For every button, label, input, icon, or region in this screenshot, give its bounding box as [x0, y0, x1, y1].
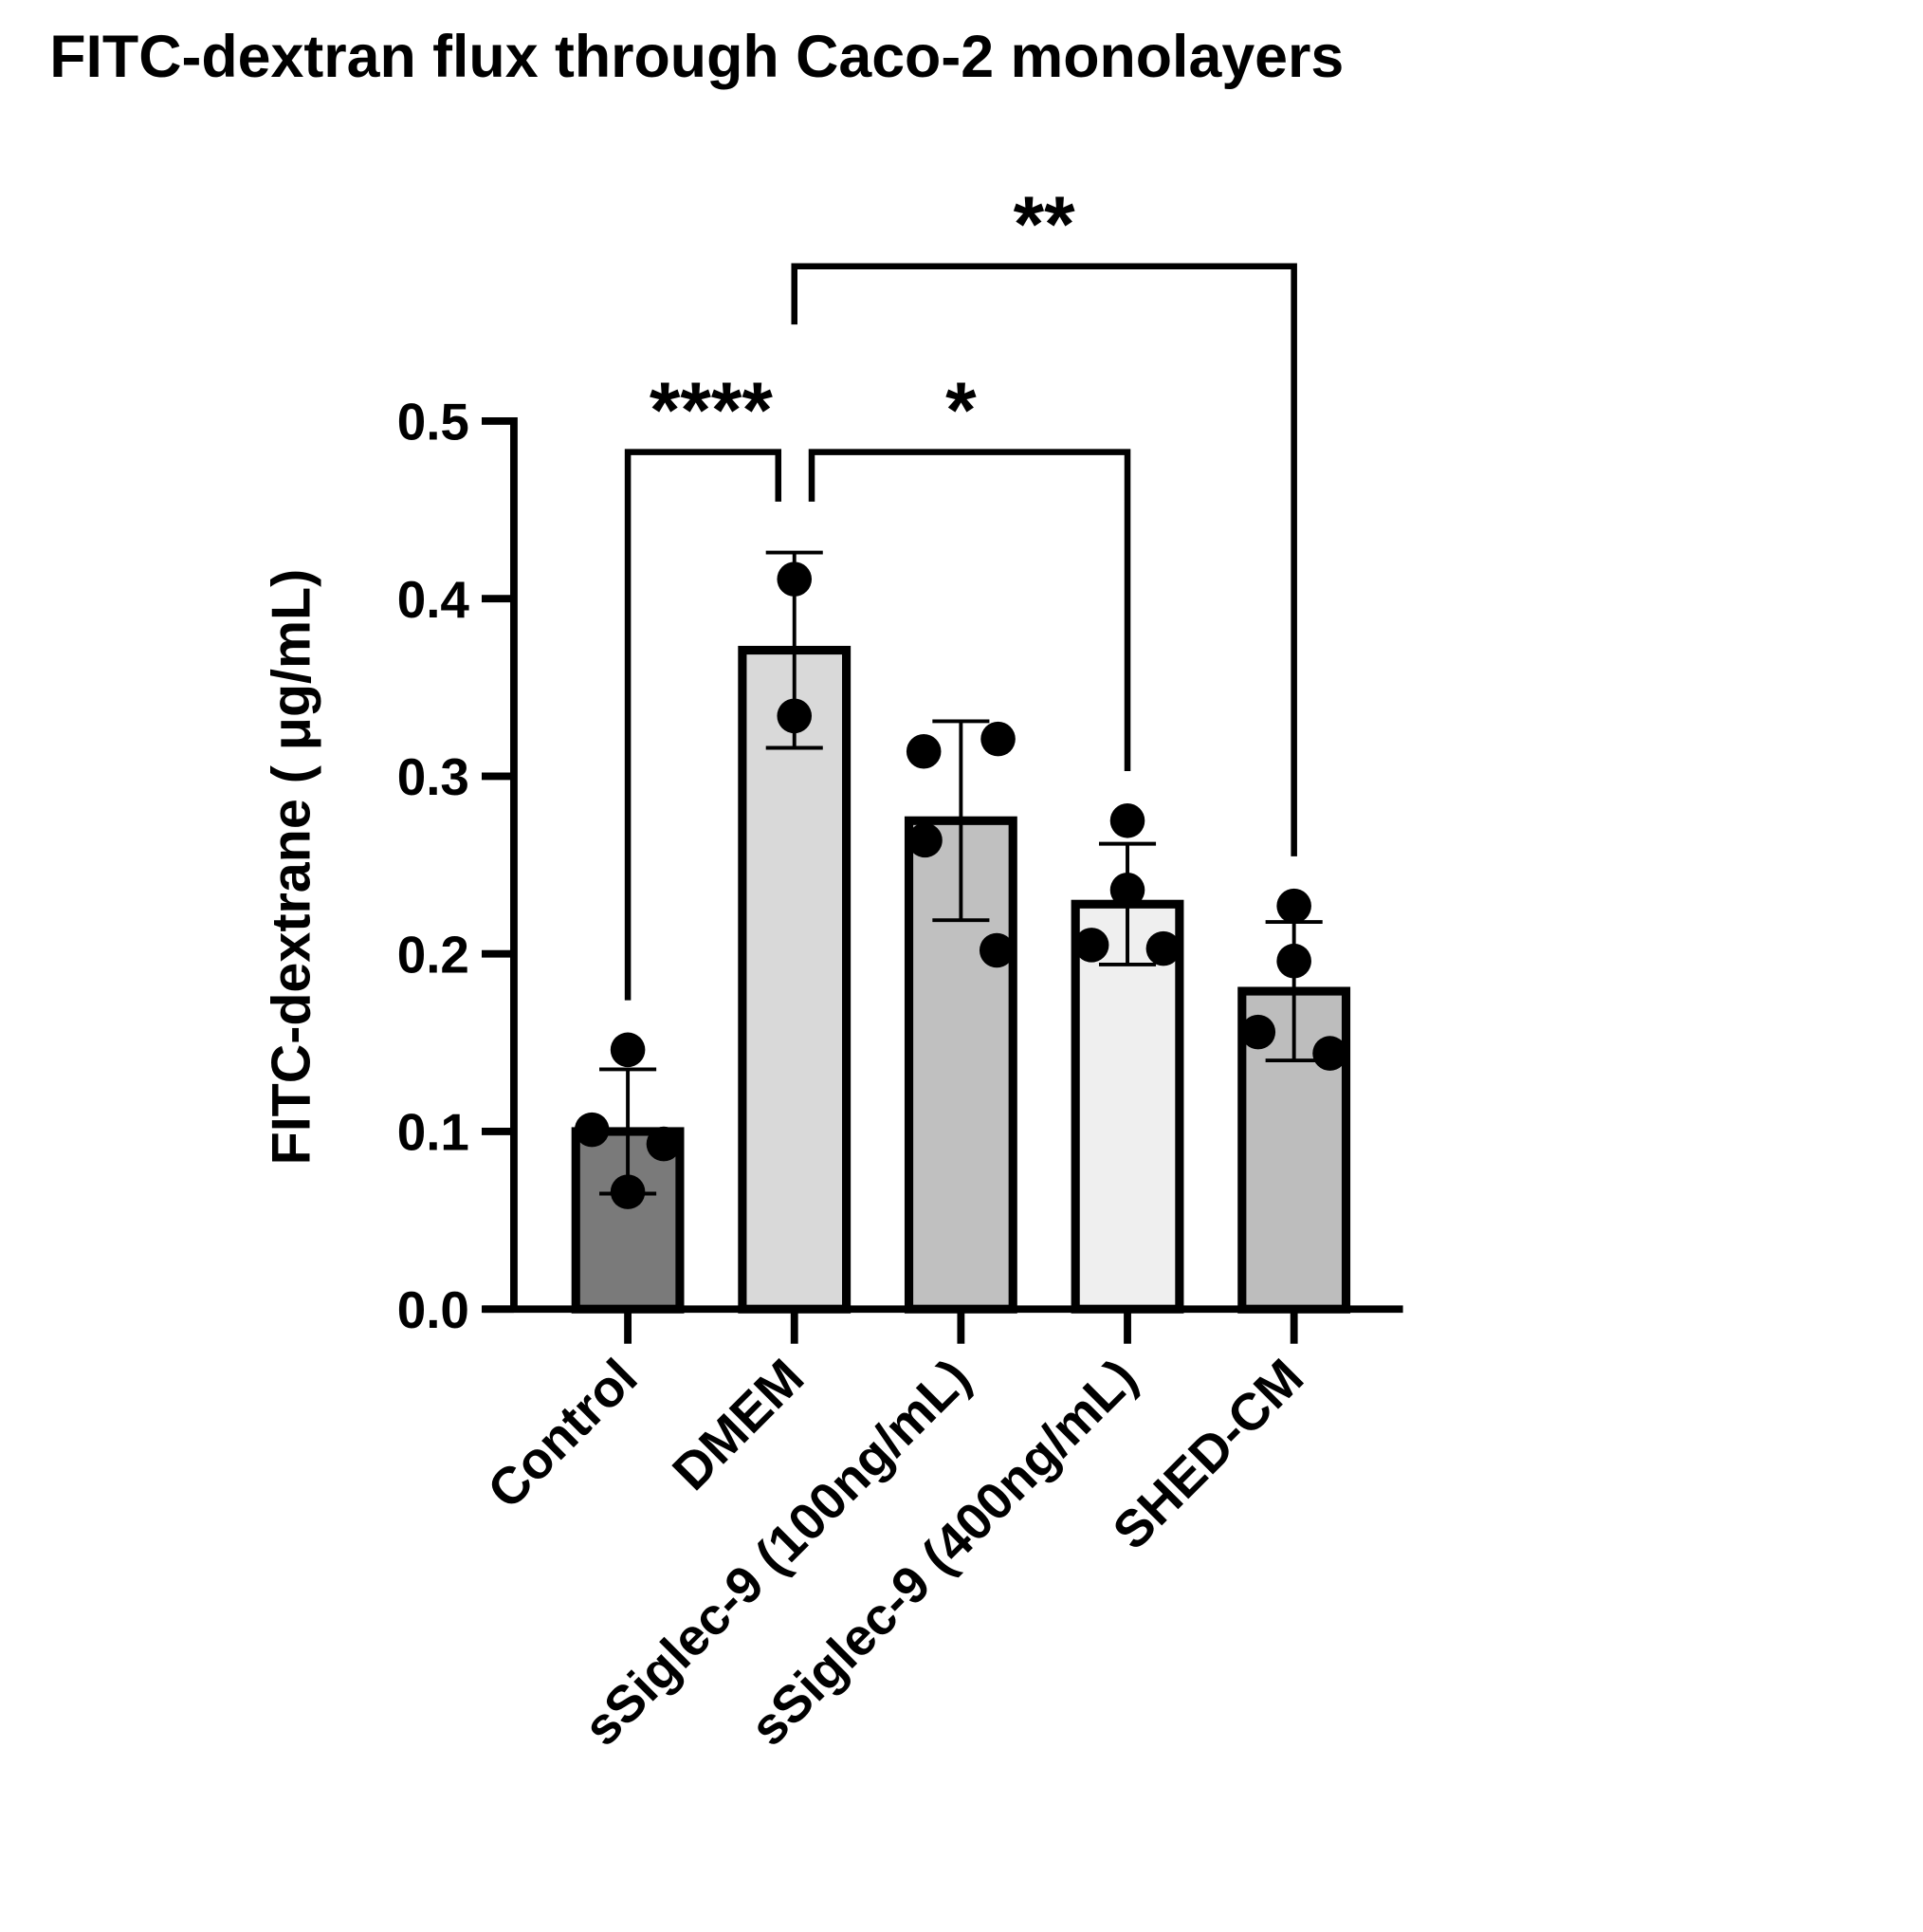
significance-label: * [945, 365, 977, 454]
y-tick-label: 0.5 [397, 393, 469, 451]
significance-label: ** [1014, 179, 1076, 268]
significance-bracket [624, 449, 782, 1001]
error-bar [599, 1067, 657, 1196]
chart-title: FITC-dextran flux through Caco-2 monolay… [49, 24, 1344, 90]
x-tick-label: DMEM [661, 1348, 815, 1501]
error-bar [1098, 841, 1157, 966]
error-bar [932, 719, 990, 923]
error-bar [765, 550, 823, 750]
y-tick-label: 0.1 [397, 1103, 469, 1162]
data-point [1145, 930, 1181, 966]
data-point [980, 721, 1016, 757]
significance-label: **** [650, 365, 774, 454]
y-tick-label: 0.3 [397, 747, 469, 806]
data-point [610, 1032, 646, 1068]
data-point [979, 932, 1015, 968]
data-point [574, 1112, 610, 1148]
data-point [906, 733, 942, 769]
y-tick-label: 0.2 [397, 925, 469, 984]
y-tick-label: 0.4 [397, 570, 470, 629]
error-bar [1265, 920, 1323, 1063]
data-point [1240, 1014, 1276, 1050]
data-point [907, 822, 943, 858]
data-point [1276, 888, 1311, 924]
data-point [1073, 928, 1109, 963]
significance-bracket [808, 449, 1131, 772]
data-point [1109, 803, 1145, 838]
x-tick-label: Control [476, 1348, 649, 1520]
y-tick-label: 0.0 [397, 1280, 469, 1339]
significance-bracket [791, 263, 1297, 856]
data-point [646, 1126, 682, 1162]
data-point [1312, 1036, 1347, 1071]
y-axis-label: FITC-dextrane ( μg/mL) [261, 569, 321, 1166]
